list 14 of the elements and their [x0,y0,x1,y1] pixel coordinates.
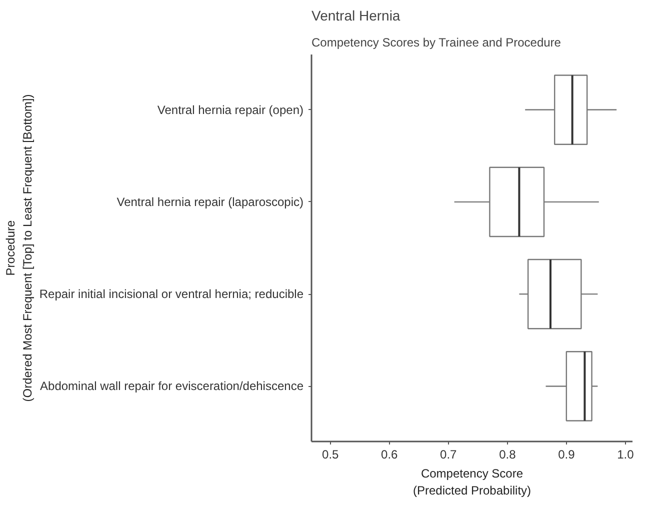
x-tick-label: 0.5 [322,448,340,462]
y-tick-label: Repair initial incisional or ventral hernia; reducible [39,287,304,302]
y-tick-label: Ventral hernia repair (laparoscopic) [116,194,304,209]
y-tick-label: Abdominal wall repair for evisceration/dehiscence [40,379,304,394]
y-tick-label: Ventral hernia repair (open) [157,102,304,117]
x-tick-label: 0.9 [558,448,576,462]
x-tick-label: 1.0 [617,448,634,462]
chart-title: Ventral Hernia [312,8,400,24]
x-tick-label: 0.7 [440,448,458,462]
y-axis-title: Procedure (Ordered Most Frequent [Top] to Least Frequent [Bottom]) [4,94,34,402]
chart-subtitle: Competency Scores by Trainee and Procedure [312,36,562,50]
x-axis-title: Competency Score (Predicted Probability) [412,466,532,498]
x-tick-label: 0.6 [381,448,398,462]
x-tick-label: 0.8 [499,448,516,462]
